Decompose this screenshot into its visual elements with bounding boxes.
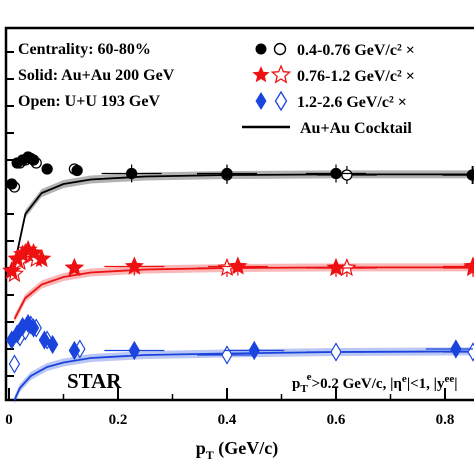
legend-marker-open-diamond xyxy=(274,90,288,112)
solid-circle-point xyxy=(330,167,342,180)
open-diamond-point xyxy=(8,354,21,374)
solid-text: Solid: Au+Au 200 GeV xyxy=(18,67,175,84)
legend-marker-star xyxy=(252,64,292,84)
legend-label-3: 1.2-2.6 GeV/c² × xyxy=(297,94,407,111)
solid-circle-point xyxy=(6,178,18,190)
solid-star-point xyxy=(2,260,22,280)
solid-circle-point xyxy=(71,164,83,177)
x-tick-label: 0 xyxy=(5,412,13,428)
cocktail-line xyxy=(13,266,473,320)
solid-diamond-point xyxy=(27,318,40,338)
cocktail-band xyxy=(14,347,473,404)
cocktail-band xyxy=(14,263,473,323)
legend-marker-solid-diamond xyxy=(255,92,267,110)
solid-star-point xyxy=(326,257,346,277)
solid-circle-point xyxy=(125,167,138,180)
x-axis-label: pT (GeV/c) xyxy=(196,438,279,462)
legend-marker-solid-star xyxy=(252,66,270,83)
data-points xyxy=(2,151,474,374)
legend-marker-open-star xyxy=(270,64,292,84)
legend-label-4: Au+Au Cocktail xyxy=(300,120,412,137)
solid-diamond-point xyxy=(248,340,260,361)
open-diamond-point xyxy=(330,342,342,362)
solid-diamond-point xyxy=(68,340,81,361)
cocktail-bands xyxy=(13,170,474,404)
legend-marker-open-circle xyxy=(273,42,287,56)
open-diamond-point xyxy=(221,345,233,365)
x-ticks: 0 0.2 0.4 0.6 0.8 xyxy=(5,388,455,428)
solid-star-point xyxy=(32,248,52,268)
x-tick-label: 0.4 xyxy=(218,412,237,428)
open-diamond-point xyxy=(467,342,474,362)
solid-circle-point xyxy=(27,154,40,166)
open-text: Open: U+U 193 GeV xyxy=(18,93,160,110)
solid-diamond-point xyxy=(46,334,59,355)
solid-star-point xyxy=(228,256,248,275)
legend: 0.4-0.76 GeV/c² × 0.76-1.2 GeV/c² × 1.2-… xyxy=(242,42,415,137)
cocktail-band xyxy=(14,170,473,269)
solid-circle-point xyxy=(221,167,233,180)
x-tick-label: 0.2 xyxy=(109,412,128,428)
cocktail-line xyxy=(13,350,474,401)
legend-marker-diamond xyxy=(255,90,288,112)
legend-marker-solid-circle xyxy=(255,43,267,55)
legend-label-1: 0.4-0.76 GeV/c² × xyxy=(297,42,415,59)
solid-diamond-point xyxy=(38,330,51,350)
cocktail-line xyxy=(13,173,473,266)
y-ticks xyxy=(6,51,14,377)
legend-label-2: 0.76-1.2 GeV/c² × xyxy=(297,68,415,85)
x-tick-label: 0.8 xyxy=(436,412,455,428)
experiment-label: STAR xyxy=(67,369,122,393)
solid-diamond-point xyxy=(450,339,462,359)
solid-circle-point xyxy=(41,163,53,175)
x-tick-label: 0.6 xyxy=(327,412,346,428)
solid-star-point xyxy=(64,257,84,277)
open-circle-point xyxy=(341,169,353,181)
solid-circle-point xyxy=(466,169,474,181)
cuts-text: pTe>0.2 GeV/c, |ηe|<1, |yee| xyxy=(292,371,458,395)
solid-diamond-point xyxy=(128,340,141,361)
solid-star-point xyxy=(463,256,474,275)
solid-star-point xyxy=(124,256,144,275)
centrality-text: Centrality: 60-80% xyxy=(18,41,151,58)
